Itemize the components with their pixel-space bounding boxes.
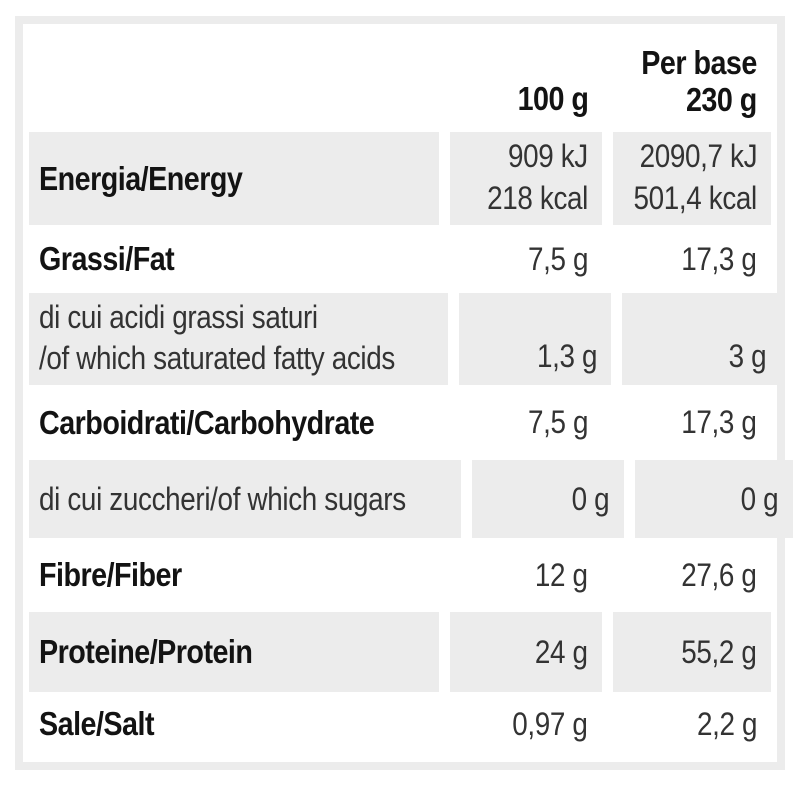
row-fiber: Fibre/Fiber 12 g 27,6 g: [29, 538, 771, 612]
col-header-100g-label: 100 g: [517, 80, 588, 117]
nutrient-label: Fibre/Fiber: [39, 556, 182, 593]
value-per-base: 27,6 g: [681, 556, 758, 593]
value-100g: 0 g: [571, 480, 610, 517]
value-100g-cell: 7,5 g: [450, 225, 602, 293]
value-per-base-cell: 55,2 g: [613, 612, 771, 692]
value-per-base: 3 g: [728, 338, 767, 374]
row-carbohydrate: Carboidrati/Carbohydrate 7,5 g 17,3 g: [29, 385, 771, 460]
nutrient-sublabel: di cui acidi grassi saturi /of which sat…: [39, 297, 395, 379]
value-100g-kj: 909 kJ: [508, 138, 588, 174]
value-100g-cell: 24 g: [450, 612, 602, 692]
nutrient-label-cell: di cui zuccheri/of which sugars: [29, 460, 461, 538]
per-base-line1: Per base: [641, 44, 757, 81]
nutrient-label-cell: Proteine/Protein: [29, 612, 439, 692]
col-header-per-base: Per base 230 g: [613, 30, 771, 132]
value-100g: 7,5 g: [527, 404, 589, 440]
value-per-base: 0 g: [740, 480, 779, 517]
nutrient-label: Proteine/Protein: [39, 633, 253, 670]
value-100g-cell: 1,3 g: [459, 293, 612, 385]
value-per-base: 17,3 g: [681, 240, 758, 277]
value-per-base-cell: 17,3 g: [613, 385, 771, 460]
value-100g: 7,5 g: [527, 240, 589, 277]
sublabel-line1: di cui acidi grassi saturi: [39, 299, 318, 335]
nutrient-label-cell: Energia/Energy: [29, 132, 439, 225]
value-100g: 0,97 g: [512, 705, 589, 742]
value-per-base: 55,2 g: [681, 633, 758, 670]
value-per-base-cell: 17,3 g: [613, 225, 771, 293]
value-per-base: 2,2 g: [696, 705, 758, 742]
nutrient-label: Grassi/Fat: [39, 240, 175, 277]
value-per-base-kcal: 501,4 kcal: [633, 180, 758, 216]
per-base-line2: 230 g: [686, 81, 757, 118]
value-100g: 1,3 g: [536, 338, 598, 374]
nutrient-label-cell: di cui acidi grassi saturi /of which sat…: [29, 293, 449, 385]
value-per-base-cell: 2,2 g: [613, 692, 771, 756]
row-sugars: di cui zuccheri/of which sugars 0 g 0 g: [29, 460, 793, 538]
value-per-base-cell: 2090,7 kJ 501,4 kcal: [613, 132, 771, 225]
row-salt: Sale/Salt 0,97 g 2,2 g: [29, 692, 771, 756]
nutrient-label-cell: Sale/Salt: [29, 692, 439, 756]
value-100g-cell: 7,5 g: [450, 385, 602, 460]
value-100g-kcal: 218 kcal: [487, 180, 588, 216]
nutrient-sublabel: di cui zuccheri/of which sugars: [39, 480, 406, 517]
value-100g: 12 g: [535, 556, 588, 593]
value-100g-cell: 12 g: [450, 538, 602, 612]
header-row: 100 g Per base 230 g: [29, 30, 771, 132]
value-100g-cell: 0,97 g: [450, 692, 602, 756]
value-per-base-cell: 27,6 g: [613, 538, 771, 612]
row-energy: Energia/Energy 909 kJ 218 kcal 2090,7 kJ…: [29, 132, 771, 225]
nutrient-label: Energia/Energy: [39, 159, 243, 197]
value-100g-cell: 909 kJ 218 kcal: [450, 132, 602, 225]
value-per-base-cell: 0 g: [634, 460, 793, 538]
nutrient-label: Carboidrati/Carbohydrate: [39, 403, 375, 441]
nutrient-label-cell: Grassi/Fat: [29, 225, 439, 293]
row-fat: Grassi/Fat 7,5 g 17,3 g: [29, 225, 771, 293]
row-protein: Proteine/Protein 24 g 55,2 g: [29, 612, 771, 692]
value-per-base: 17,3 g: [681, 404, 758, 440]
value-100g-cell: 0 g: [471, 460, 624, 538]
col-header-100g: 100 g: [450, 30, 602, 132]
value-per-base-cell: 3 g: [622, 293, 781, 385]
nutrient-label-cell: Fibre/Fiber: [29, 538, 439, 612]
nutrient-label: Sale/Salt: [39, 705, 155, 742]
nutrition-table: 100 g Per base 230 g Energia/Energy 909 …: [15, 16, 793, 770]
nutrient-label-cell: Carboidrati/Carbohydrate: [29, 385, 439, 460]
value-100g: 24 g: [535, 633, 588, 670]
row-saturated-fat: di cui acidi grassi saturi /of which sat…: [29, 293, 781, 385]
col-header-per-base-label: Per base 230 g: [641, 44, 757, 118]
sublabel-line2: /of which saturated fatty acids: [39, 340, 395, 376]
value-per-base-kj: 2090,7 kJ: [639, 138, 757, 174]
header-empty-cell: [29, 30, 439, 132]
